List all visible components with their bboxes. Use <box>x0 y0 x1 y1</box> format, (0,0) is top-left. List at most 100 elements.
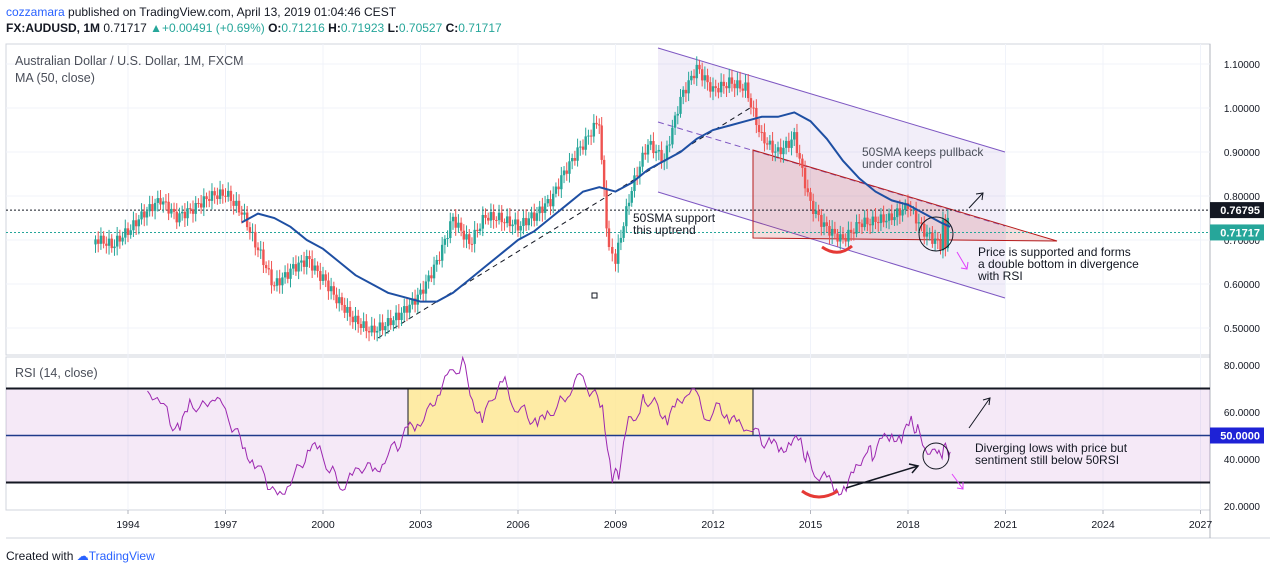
candle-body <box>692 75 696 79</box>
symbol-label[interactable]: FX:AUDUSD, 1M <box>6 21 101 35</box>
candle-body <box>394 312 398 321</box>
candle-body <box>400 312 403 321</box>
candle-body <box>373 325 376 333</box>
candle-body <box>611 246 614 254</box>
candle-body <box>928 232 931 234</box>
rsi-bull-zone <box>408 388 753 436</box>
candle-body <box>254 231 257 248</box>
candle-body <box>936 238 939 241</box>
candle-body <box>830 228 834 236</box>
candle-body <box>329 286 333 292</box>
price-tick-label: 0.50000 <box>1224 324 1261 335</box>
candle-body <box>719 81 723 93</box>
candle-body <box>771 140 774 153</box>
candle-body <box>283 272 287 278</box>
up-arrow-head <box>975 192 984 201</box>
candle-body <box>508 216 512 227</box>
candle-body <box>281 277 284 286</box>
price-pane-frame <box>5 43 1211 356</box>
candle-body <box>535 213 539 221</box>
candle-body <box>839 234 842 242</box>
x-tick-label: 1997 <box>214 519 238 531</box>
low-value: 0.70527 <box>398 21 443 35</box>
candle-body <box>709 82 712 92</box>
candle-body <box>170 208 173 214</box>
candle-body <box>362 321 365 328</box>
candle-body <box>105 243 108 246</box>
candle-body <box>405 306 409 313</box>
open-value: 0.71216 <box>281 21 325 35</box>
x-tick-label: 2006 <box>506 519 530 531</box>
candle-body <box>424 281 428 294</box>
author-link[interactable]: cozzamara <box>6 5 65 19</box>
candle-body <box>164 201 168 203</box>
candle-body <box>565 170 568 174</box>
candle-body <box>275 278 279 286</box>
candle-body <box>741 88 744 91</box>
close-label: C: <box>445 21 459 35</box>
candle-body <box>885 220 888 223</box>
candle-body <box>568 161 571 174</box>
candle-body <box>711 86 715 92</box>
candle-body <box>736 80 739 89</box>
candle-body <box>205 196 208 200</box>
x-tick-label: 2018 <box>896 519 920 531</box>
candle-body <box>413 298 417 305</box>
candle-body <box>264 265 268 269</box>
x-tick-label: 2003 <box>409 519 433 531</box>
candle-body <box>695 64 698 79</box>
tradingview-brand[interactable]: TradingView <box>88 549 155 563</box>
candle-body <box>657 149 661 152</box>
triangle-pattern <box>752 149 1058 242</box>
tradingview-logo-icon[interactable]: ☁ <box>76 549 89 563</box>
candle-body <box>172 208 176 212</box>
candle-body <box>671 127 674 145</box>
annotation-sma-pullback: 50SMA keeps pullback <box>862 145 984 159</box>
candle-body <box>635 175 639 177</box>
rsi-divergence-arrowhead <box>908 463 920 474</box>
candle-body <box>660 149 663 163</box>
candle-body <box>638 166 642 177</box>
candle-body <box>858 222 861 224</box>
candle-body <box>581 146 585 150</box>
candle-body <box>451 216 455 222</box>
candle-body <box>505 216 509 224</box>
candle-body <box>622 226 625 238</box>
annotation-sma-pullback: under control <box>862 157 932 171</box>
candle-body <box>321 274 325 281</box>
candle-body <box>319 271 322 281</box>
candle-body <box>229 190 233 201</box>
annotation-rsi-divergence: sentiment still below 50RSI <box>975 453 1119 467</box>
rsi-down-arrow-head <box>956 482 964 490</box>
candle-body <box>457 222 460 228</box>
candle-body <box>259 249 262 251</box>
footer: Created with ☁TradingView <box>6 549 155 563</box>
channel-upper-line <box>657 47 1006 153</box>
rsi-tick-label: 40.0000 <box>1224 455 1261 466</box>
candle-body <box>877 222 880 224</box>
candle-body <box>102 235 105 244</box>
candle-body <box>129 230 132 235</box>
candle-body <box>592 122 596 137</box>
candle-body <box>546 199 549 204</box>
candle-body <box>359 324 363 328</box>
candle-body <box>489 212 493 221</box>
candle-body <box>113 246 116 249</box>
candle-body <box>462 230 466 240</box>
candle-body <box>500 212 503 223</box>
price-low-arc <box>821 244 853 254</box>
candle-body <box>798 153 801 159</box>
publish-info: cozzamara published on TradingView.com, … <box>6 5 396 19</box>
candle-body <box>560 175 563 190</box>
up-arrow-line <box>968 192 984 209</box>
candle-body <box>923 223 926 237</box>
candle-body <box>627 202 631 207</box>
annotation-double-bottom: Price is supported and forms <box>978 245 1131 259</box>
candle-body <box>841 234 845 238</box>
candle-body <box>633 175 636 192</box>
candle-body <box>768 140 772 145</box>
candle-body <box>381 322 384 331</box>
candle-body <box>904 202 907 210</box>
candle-body <box>652 141 655 154</box>
